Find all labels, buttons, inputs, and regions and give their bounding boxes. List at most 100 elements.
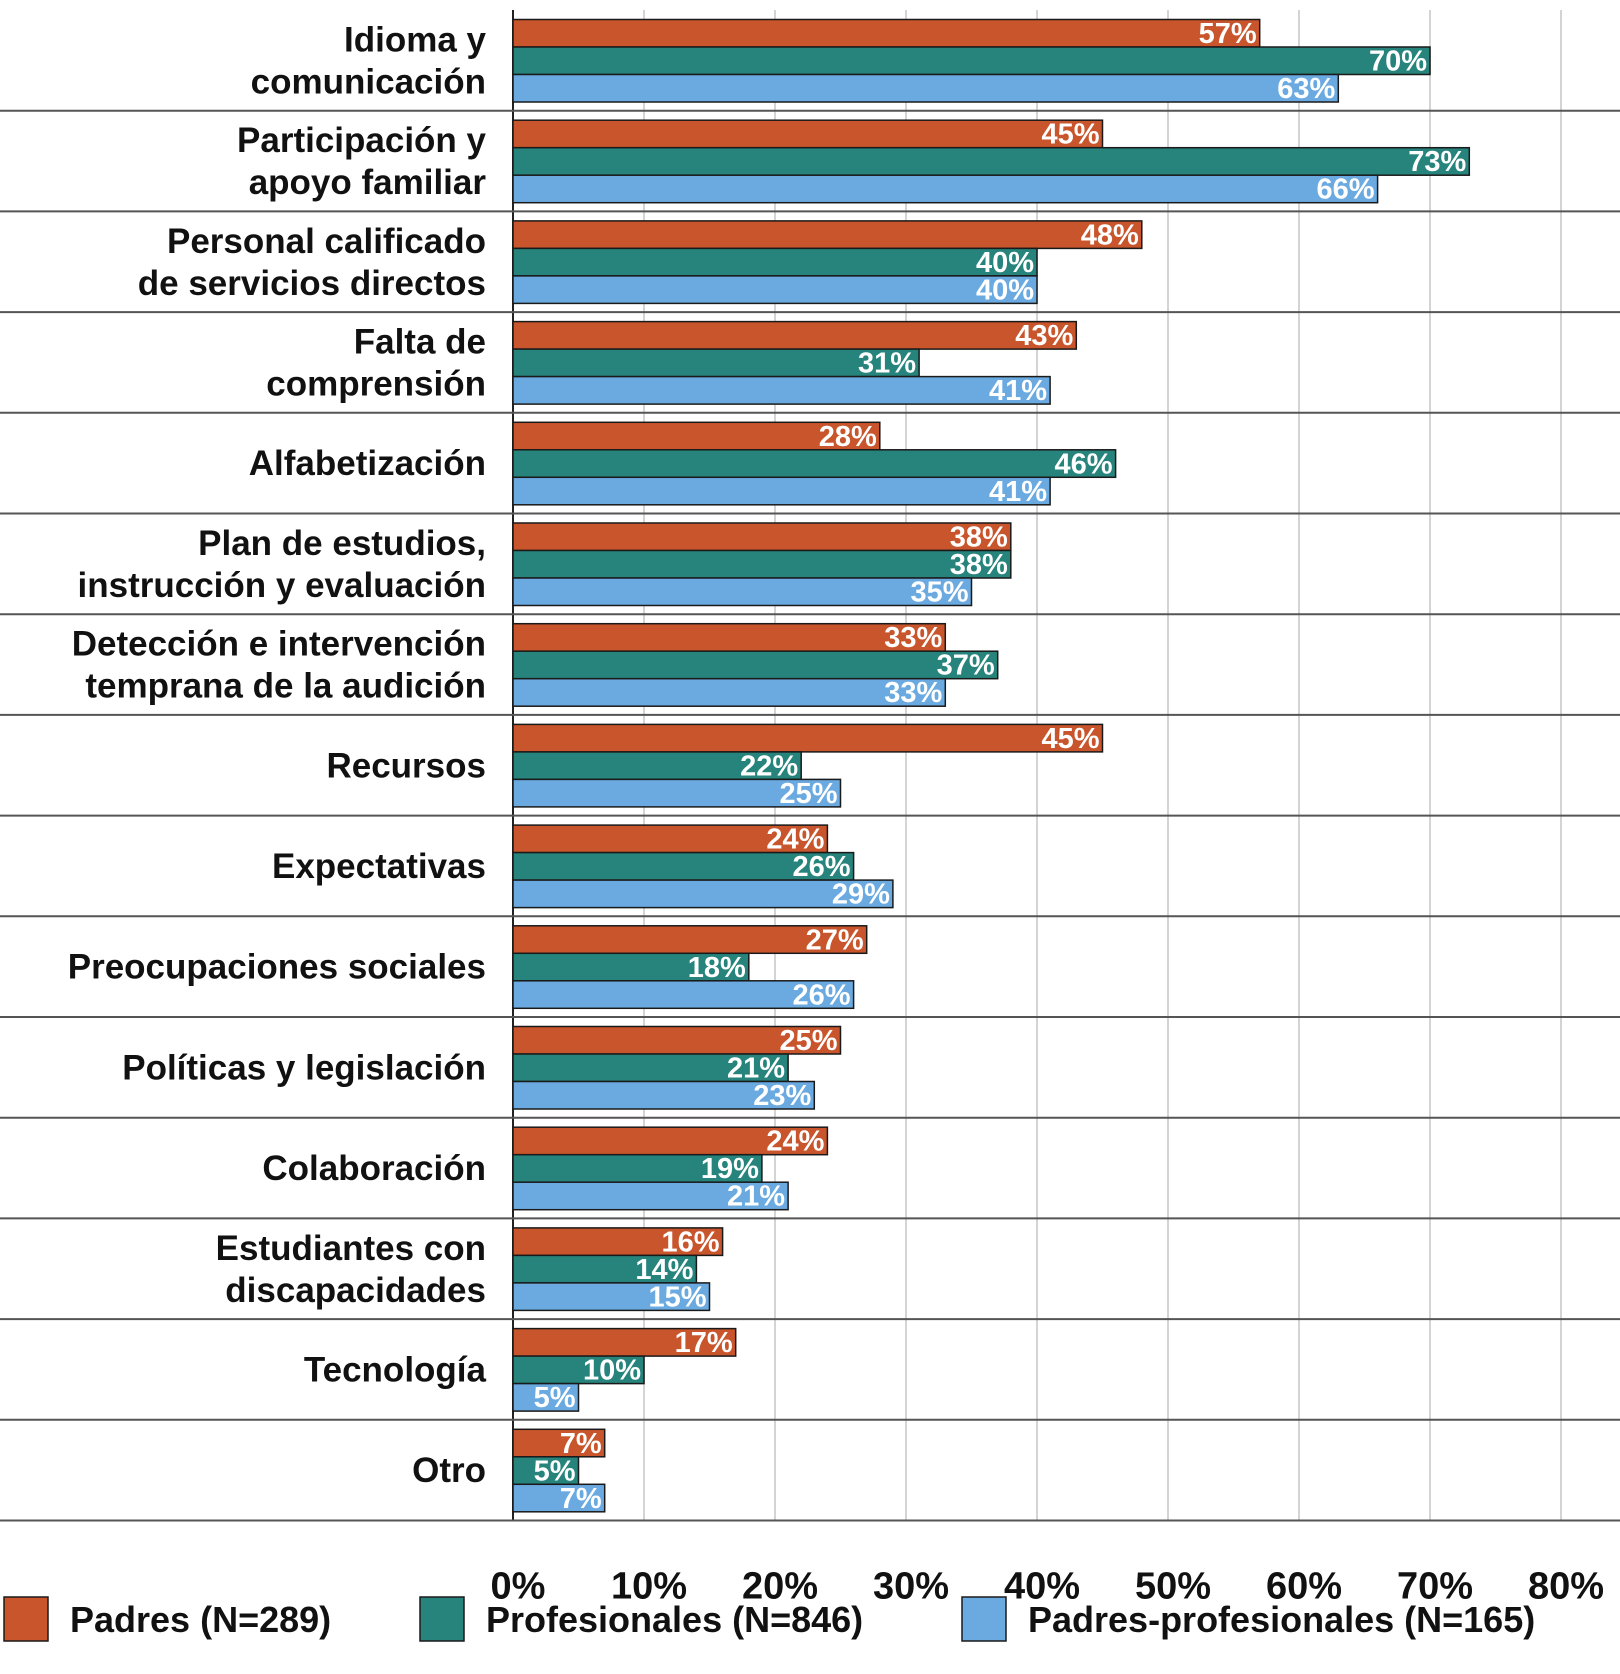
bar [512,476,1051,506]
x-tick-label: 70% [1397,1566,1473,1608]
bar [512,622,947,652]
data-label: 73% [1408,146,1466,178]
bar [512,320,1078,350]
category-label: apoyo familiar [249,163,487,202]
bar [512,577,973,607]
category-label: Plan de estudios, [198,524,486,563]
legend-label: Padres (N=289) [70,1599,331,1640]
data-label: 7% [560,1483,602,1515]
data-label: 45% [1041,723,1099,755]
bar [512,119,1104,149]
x-tick-label: 20% [742,1566,818,1608]
data-label: 26% [793,851,851,883]
data-label: 19% [701,1153,759,1185]
data-label: 40% [976,274,1034,306]
bar [512,650,999,680]
data-label: 24% [766,824,824,856]
data-label: 17% [675,1327,733,1359]
bar [512,73,1340,103]
data-label: 48% [1081,219,1139,251]
bar [512,1428,606,1458]
bar [512,146,1471,176]
bar [512,1181,789,1211]
bar [512,980,855,1010]
bar [512,46,1431,76]
category-label: Recursos [326,746,486,785]
data-label: 18% [688,952,746,984]
legend-swatch [961,1596,1007,1642]
category-label: Tecnología [304,1350,487,1389]
bar [512,275,1038,305]
legend-label: Profesionales (N=846) [486,1599,863,1640]
data-label: 29% [832,879,890,911]
bar [512,1126,829,1156]
bar [512,677,947,707]
data-label: 15% [648,1281,706,1313]
bar [512,1025,842,1055]
category-label: Participación y [237,121,487,160]
bar [512,1382,580,1412]
category-label: Expectativas [272,847,486,886]
bar [512,952,750,982]
bar [512,522,1012,552]
bar [512,421,881,451]
category-label: discapacidades [225,1271,486,1310]
data-label: 7% [560,1428,602,1460]
data-label: 41% [989,476,1047,508]
x-tick-label: 50% [1135,1566,1211,1608]
legend-label: Padres-profesionales (N=165) [1028,1599,1535,1640]
bar [512,18,1261,48]
bar [512,723,1104,753]
data-label: 10% [583,1355,641,1387]
data-label: 70% [1369,46,1427,78]
legend-swatch [3,1596,49,1642]
x-tick-label: 10% [611,1566,687,1608]
bar [512,549,1012,579]
category-label: de servicios directos [138,264,486,303]
bar [512,1053,789,1083]
data-label: 33% [884,622,942,654]
data-label: 26% [793,979,851,1011]
x-tick-label: 60% [1266,1566,1342,1608]
bar [512,1227,724,1257]
x-tick-label: 80% [1528,1566,1604,1608]
data-label: 43% [1015,320,1073,352]
data-label: 24% [766,1126,824,1158]
x-tick-label: 0% [491,1566,546,1608]
category-label: Falta de [354,322,486,361]
category-label: Estudiantes con [216,1229,486,1268]
data-label: 23% [753,1080,811,1112]
category-label: comunicación [251,62,486,101]
data-label: 5% [534,1382,576,1414]
data-label: 25% [779,1025,837,1057]
x-tick-label: 30% [873,1566,949,1608]
legend: Padres (N=289) Profesionales (N=846) Padre… [3,1596,1535,1642]
category-label: Idioma y [344,20,487,59]
bar [512,1483,606,1513]
data-label: 41% [989,375,1047,407]
data-label: 28% [819,421,877,453]
bar [512,375,1051,405]
bars: 57% 70% 63% 45% 73% 66% 48% 40%40% 43% 31% 41% 28% 4… [512,18,1471,1515]
data-label: 22% [740,750,798,782]
x-axis-tick-labels: 0% 10% 20% 30% 40% 50% 60% 70% 80% [491,1566,1604,1608]
data-label: 16% [662,1226,720,1258]
category-label: Personal calificado [167,222,486,261]
category-separators [0,109,1620,1522]
bar [512,925,868,955]
category-label: Políticas y legislación [122,1048,486,1087]
category-label: Colaboración [262,1149,486,1188]
category-label: Detección e intervención [72,625,486,664]
category-label: temprana de la audición [85,667,486,706]
bar [512,1355,645,1385]
bar [512,1080,816,1110]
bar [512,174,1379,204]
data-label: 31% [858,348,916,380]
data-label: 45% [1041,119,1099,151]
x-tick-label: 40% [1004,1566,1080,1608]
data-label: 5% [534,1455,576,1487]
data-label: 38% [950,522,1008,554]
data-label: 33% [884,677,942,709]
